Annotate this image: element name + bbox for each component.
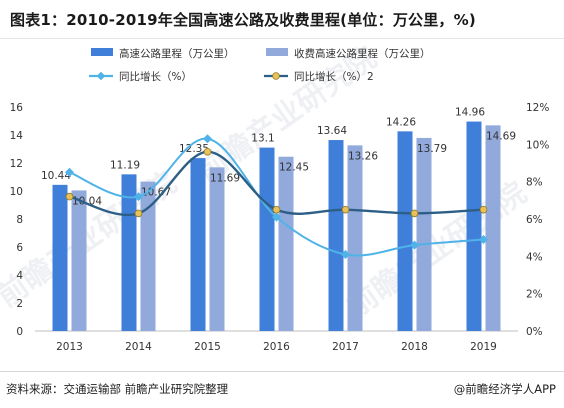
data-label: 13.79 [417,143,447,155]
data-label: 10.04 [72,195,102,207]
brand-label: @前瞻经济学人APP [453,382,556,396]
x-tick-label: 2019 [470,341,497,353]
y-tick-label: 2 [16,298,23,310]
bar [347,145,363,331]
x-tick-label: 2013 [56,341,83,353]
bar [328,140,344,331]
legend-label: 同比增长（%） [119,70,192,83]
legend-swatch [266,48,288,56]
y-tick-label: 6 [16,242,23,254]
x-tick-label: 2016 [263,341,290,353]
y2-tick-label: 12% [526,102,549,114]
y2-tick-label: 8% [526,177,543,189]
line-marker [203,148,212,156]
legend-swatch [91,48,113,56]
title-underline [0,38,564,39]
y2-tick-label: 10% [526,139,549,151]
legend-label: 同比增长（%）2 [294,70,374,83]
footer-divider [0,371,564,372]
chart-title: 图表1：2010-2019年全国高速公路及收费里程(单位：万公里，%) [10,11,476,29]
y-tick-label: 14 [10,130,24,142]
line-marker [134,209,143,218]
data-label: 14.26 [386,116,416,128]
y-tick-label: 10 [10,186,23,198]
bar [278,156,294,331]
line-marker [341,205,350,214]
y2-tick-label: 4% [526,251,543,263]
bar [485,125,501,331]
data-label: 13.26 [348,150,378,162]
bar [140,181,156,331]
bar [416,137,432,331]
y-tick-label: 12 [10,158,23,170]
data-label: 10.44 [41,170,71,182]
legend-marker [96,71,106,81]
line-marker [340,249,351,259]
bar [466,121,482,331]
bar [397,131,413,331]
y2-tick-label: 6% [526,214,543,226]
legend-label: 收费高速公路里程（万公里） [294,47,431,60]
data-label: 11.19 [110,159,140,171]
data-label: 13.64 [317,125,347,137]
line-marker [202,134,213,144]
legend-label: 高速公路里程（万公里） [119,47,235,60]
data-label: 11.69 [210,172,240,184]
chart-canvas: 0 2 4 6 8 10 12 14 16 0% 2% 4% 6% 8% 10% 12% 2013 2014 201… [10,47,550,353]
data-label: 10.67 [141,187,171,199]
legend-marker [272,72,280,80]
x-tick-label: 2015 [194,341,221,353]
line-marker [65,192,74,201]
y2-tick-label: 2% [526,289,543,301]
data-label: 14.69 [486,130,516,142]
brand-credit: @前瞻经济学人APP [454,381,556,397]
data-label: 14.96 [455,107,485,119]
source-note: 资料来源：交通运输部 前瞻产业研究院整理 [6,382,229,396]
line-marker [479,205,488,214]
bar [71,190,87,331]
x-tick-label: 2017 [332,341,359,353]
y-tick-label: 4 [16,270,23,282]
bar [190,158,206,331]
data-label: 13.1 [251,133,274,145]
line-marker [410,209,419,218]
y2-tick-label: 0% [526,326,543,338]
bar [259,147,275,331]
y-tick-label: 0 [16,326,23,338]
y-tick-label: 8 [16,214,23,226]
x-tick-label: 2014 [125,341,152,353]
x-tick-label: 2018 [401,341,428,353]
bar [209,167,225,331]
y-tick-label: 16 [10,102,24,114]
data-label: 12.45 [279,162,309,174]
bar [52,184,68,331]
line-marker [272,205,281,214]
line-marker [64,167,75,177]
